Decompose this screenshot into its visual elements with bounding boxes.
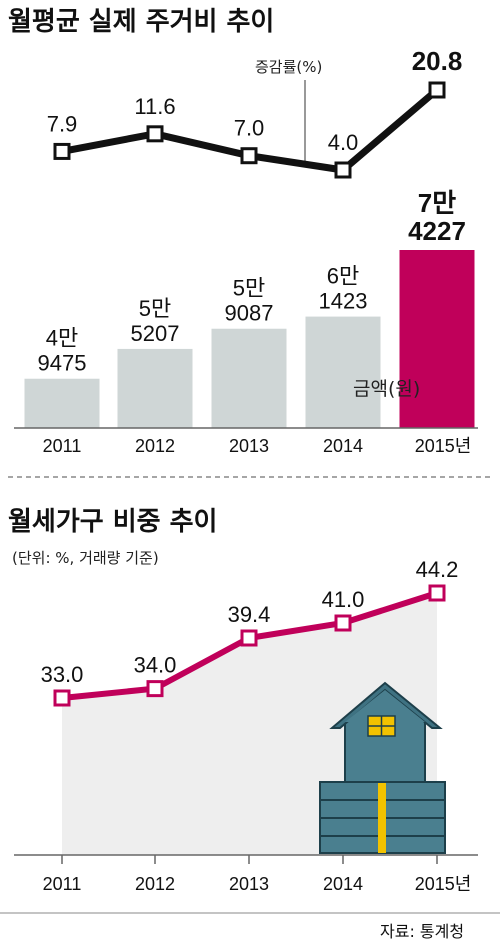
chart2-x-tick: 2013 xyxy=(229,436,269,456)
chart2-bar xyxy=(24,378,100,428)
house-icon xyxy=(319,681,446,854)
chart2-value-label-top: 6만 xyxy=(327,264,359,289)
chart2-value-label-bottom: 1423 xyxy=(319,289,368,314)
chart2-value-label-top: 4만 xyxy=(46,326,78,351)
chart1-series-label: 증감률(%) xyxy=(255,58,322,76)
chart3-point xyxy=(240,629,258,647)
chart2-value-label-bottom: 9475 xyxy=(38,351,87,376)
chart2-bar xyxy=(211,328,287,428)
chart2-value-label-top: 5만 xyxy=(233,276,265,301)
chart3-value-label: 44.2 xyxy=(416,557,459,582)
chart2-value-label-top: 5만 xyxy=(139,296,171,321)
chart1-line-series: 7.9 11.6 7.0 4.0 20.8 xyxy=(47,46,463,179)
chart2-value-label-bottom: 9087 xyxy=(225,301,274,326)
chart1-point xyxy=(240,147,258,165)
chart1-value-label: 11.6 xyxy=(134,94,175,119)
chart3-x-tick: 2011 xyxy=(43,874,82,894)
chart2-bar xyxy=(399,250,475,428)
chart2-x-tick: 2012 xyxy=(135,436,175,456)
chart2-bar xyxy=(117,348,193,428)
chart3-point xyxy=(146,680,164,698)
chart3-point xyxy=(334,614,352,632)
chart1-point xyxy=(146,125,164,143)
chart2-bar xyxy=(305,316,381,428)
chart2-value-label-top: 7만 xyxy=(418,188,456,218)
chart1-title: 월평균 실제 주거비 추이 xyxy=(8,7,274,37)
chart2-value-label-bottom: 4227 xyxy=(408,216,466,246)
chart3-x-tick: 2015년 xyxy=(415,874,472,894)
chart1-value-label: 7.9 xyxy=(47,111,78,136)
chart3-point xyxy=(53,689,71,707)
chart2-x-tick: 2015년 xyxy=(415,436,472,456)
chart3-x-tick: 2013 xyxy=(229,874,269,894)
chart3-value-label: 41.0 xyxy=(322,587,365,612)
chart3-subtitle: (단위: %, 거래량 기준) xyxy=(12,549,159,567)
chart3-title: 월세가구 비중 추이 xyxy=(8,507,217,537)
chart3-x-tick: 2012 xyxy=(135,874,175,894)
chart3-x-tick: 2014 xyxy=(323,874,363,894)
chart1-point xyxy=(53,142,71,160)
source-note: 자료: 통계청 xyxy=(380,922,464,941)
chart3-value-label: 33.0 xyxy=(41,662,84,687)
chart3-point xyxy=(428,584,446,602)
chart2-x-tick: 2014 xyxy=(323,436,363,456)
chart1-value-label: 20.8 xyxy=(412,46,463,76)
chart1-point xyxy=(334,161,352,179)
chart2-bar-series: 4만947520115만520720125만908720136만14232014… xyxy=(14,188,478,456)
chart2-x-tick: 2011 xyxy=(43,436,82,456)
chart2-series-label: 금액(원) xyxy=(353,378,420,400)
chart1-value-label: 4.0 xyxy=(328,130,359,155)
chart1-point xyxy=(428,81,446,99)
chart2-value-label-bottom: 5207 xyxy=(131,321,180,346)
chart3-value-label: 39.4 xyxy=(228,602,271,627)
chart1-value-label: 7.0 xyxy=(234,116,265,141)
chart3-value-label: 34.0 xyxy=(134,653,177,678)
